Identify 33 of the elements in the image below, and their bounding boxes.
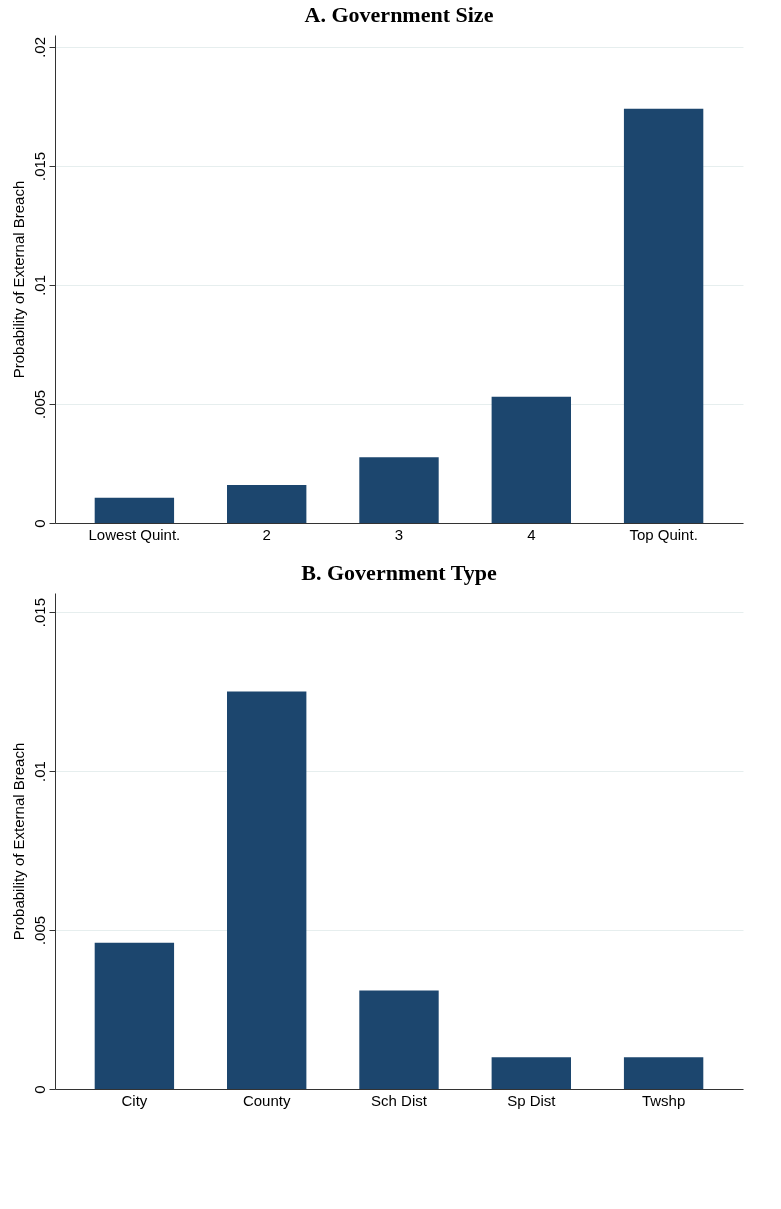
bar	[359, 990, 439, 1089]
x-tick-label: 4	[527, 525, 536, 543]
x-tick-label: 3	[394, 525, 404, 543]
bar	[491, 1057, 571, 1089]
y-tick-label: 0	[30, 519, 48, 528]
y-tick-label: .015	[30, 597, 48, 628]
x-tick-label: Top Quint.	[629, 525, 698, 543]
y-axis-title: Probability of External Breach	[9, 742, 27, 941]
y-axis-title: Probability of External Breach	[9, 180, 27, 379]
y-tick-label: .01	[30, 275, 48, 296]
x-tick-label: County	[242, 1091, 291, 1109]
y-tick-label: .02	[30, 36, 48, 58]
x-tick-label: Sch Dist	[371, 1091, 428, 1109]
bar	[623, 108, 704, 523]
x-tick-label: 2	[262, 525, 271, 543]
y-tick-label: .005	[30, 389, 48, 420]
chart-title: A. Government Size	[304, 2, 494, 27]
bar	[227, 691, 307, 1089]
x-tick-label: Lowest Quint.	[88, 525, 181, 543]
y-tick-label: .015	[30, 151, 48, 182]
bar	[94, 497, 175, 523]
y-tick-label: .01	[30, 761, 48, 782]
x-tick-label: City	[121, 1091, 148, 1109]
bar	[94, 942, 175, 1089]
x-tick-label: Twshp	[641, 1091, 686, 1109]
chart-title: B. Government Type	[301, 560, 497, 585]
y-tick-label: .005	[30, 915, 48, 946]
bar	[623, 1057, 704, 1089]
x-tick-label: Sp Dist	[507, 1091, 557, 1109]
bar	[227, 484, 307, 523]
bar	[359, 457, 439, 523]
bar	[491, 396, 571, 523]
y-tick-label: 0	[30, 1085, 48, 1094]
